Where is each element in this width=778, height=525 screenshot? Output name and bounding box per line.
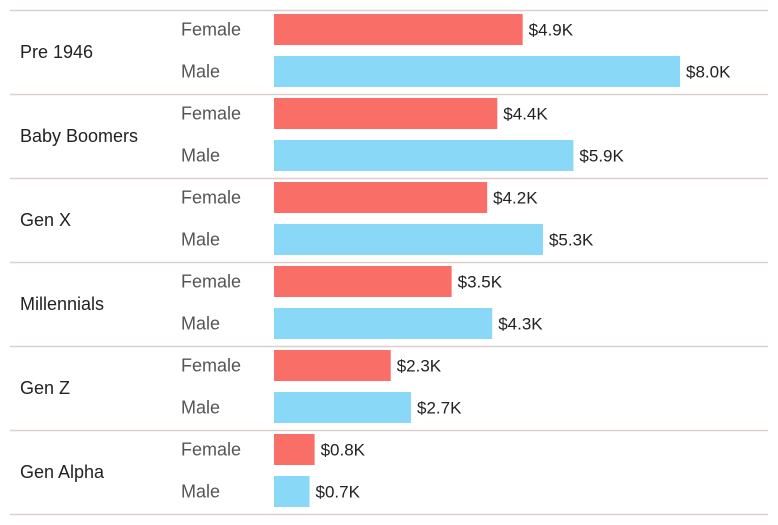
series-label: Male [181, 314, 220, 334]
female-bar[interactable] [274, 350, 391, 381]
series-label: Male [181, 146, 220, 166]
category-label: Millennials [20, 294, 104, 314]
male-bar[interactable] [274, 56, 680, 87]
data-label: $8.0K [686, 63, 731, 82]
female-bar[interactable] [274, 182, 488, 213]
data-label: $2.7K [417, 399, 462, 418]
series-label: Male [181, 230, 220, 250]
data-label: $5.9K [579, 147, 624, 166]
female-bar[interactable] [274, 98, 498, 129]
female-bar[interactable] [274, 14, 523, 45]
data-label: $0.8K [321, 441, 366, 460]
male-bar[interactable] [274, 392, 412, 423]
male-bar[interactable] [274, 476, 310, 507]
female-bar[interactable] [274, 266, 452, 297]
category-label: Pre 1946 [20, 42, 93, 62]
data-label: $0.7K [316, 483, 361, 502]
series-label: Female [181, 356, 241, 376]
data-label: $3.5K [458, 273, 503, 292]
category-label: Gen Alpha [20, 462, 105, 482]
series-label: Female [181, 272, 241, 292]
series-label: Male [181, 62, 220, 82]
series-label: Female [181, 188, 241, 208]
male-bar[interactable] [274, 308, 493, 339]
data-label: $4.3K [498, 315, 543, 334]
data-label: $5.3K [549, 231, 594, 250]
data-label: $4.2K [493, 189, 538, 208]
data-label: $4.9K [529, 21, 574, 40]
series-label: Male [181, 482, 220, 502]
series-label: Female [181, 104, 241, 124]
series-label: Female [181, 440, 241, 460]
category-label: Baby Boomers [20, 126, 138, 146]
data-label: $2.3K [397, 357, 442, 376]
male-bar[interactable] [274, 140, 574, 171]
category-label: Gen Z [20, 378, 70, 398]
male-bar[interactable] [274, 224, 543, 255]
series-label: Male [181, 398, 220, 418]
female-bar[interactable] [274, 434, 315, 465]
series-label: Female [181, 20, 241, 40]
data-label: $4.4K [503, 105, 548, 124]
category-label: Gen X [20, 210, 71, 230]
